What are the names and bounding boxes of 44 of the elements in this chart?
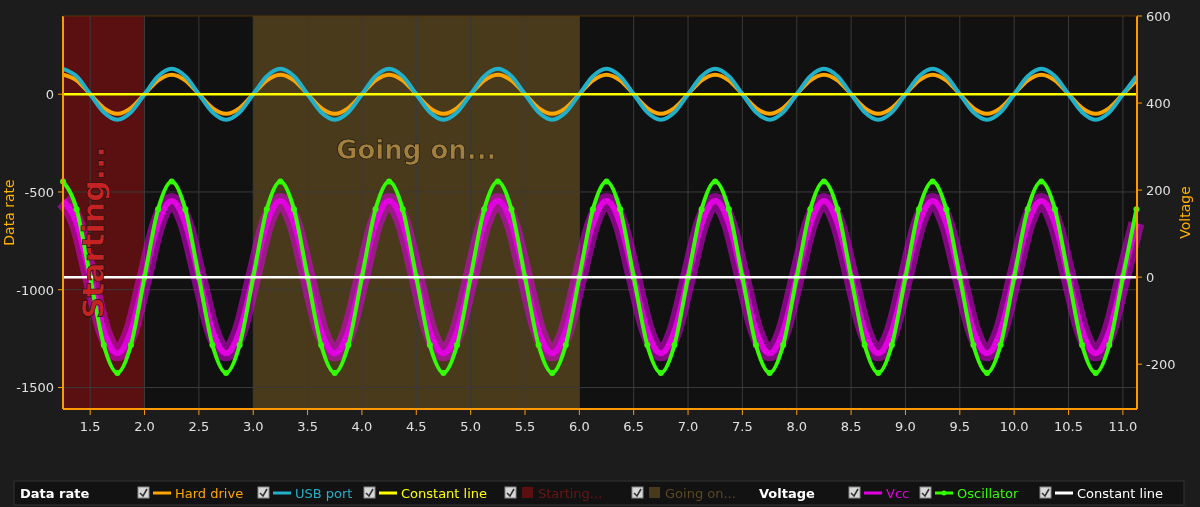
- y-tick-label: -500: [24, 184, 54, 200]
- legend-label: Vcc: [886, 486, 910, 501]
- x-tick-label: 5.0: [460, 419, 481, 434]
- x-tick-label: 3.5: [297, 419, 318, 434]
- y2-tick-label: -200: [1146, 357, 1176, 373]
- x-tick-label: 10.5: [1054, 419, 1083, 434]
- band-label: Starting...: [76, 146, 112, 319]
- y2-tick-label: 600: [1146, 9, 1171, 24]
- text: Going on...: [665, 486, 736, 501]
- x-tick-label: 10.0: [999, 419, 1029, 434]
- x-tick-label: 11.0: [1108, 419, 1138, 434]
- x-tick-label: 9.5: [949, 419, 971, 434]
- text: Voltage: [759, 486, 815, 501]
- y2-tick-label: 200: [1146, 183, 1171, 199]
- band-label: Going on...: [336, 135, 497, 166]
- x-tick-label: 4.0: [351, 419, 373, 434]
- y-tick-label: 0: [45, 87, 54, 103]
- x-tick-label: 4.5: [405, 419, 427, 434]
- x-tick-label: 2.0: [134, 419, 155, 434]
- y2-axis-title: Voltage: [1177, 186, 1193, 239]
- x-tick-label: 8.5: [840, 419, 862, 434]
- text: Data rate: [20, 486, 90, 501]
- text: Starting...: [538, 486, 603, 501]
- line-series: [61, 66, 1139, 122]
- x-tick-label: 2.5: [188, 419, 210, 434]
- legend-label: USB port: [295, 486, 353, 501]
- x-tick-label: 7.0: [677, 419, 699, 434]
- x-tick-label: 6.0: [569, 419, 590, 434]
- x-tick-label: 8.0: [786, 419, 808, 434]
- y-tick-label: -1500: [16, 380, 54, 396]
- legend-label: Constant line: [1077, 486, 1164, 501]
- x-tick-label: 7.5: [732, 419, 753, 434]
- legend-label: Constant line: [401, 486, 488, 501]
- y2-tick-label: 0: [1146, 270, 1155, 286]
- x-tick-label: 5.5: [514, 419, 536, 434]
- y-axis-title: Data rate: [1, 179, 17, 246]
- legend-label: Hard drive: [175, 486, 244, 501]
- legend-label: Oscillator: [957, 486, 1020, 501]
- x-tick-label: 3.0: [242, 419, 264, 434]
- x-tick-label: 6.5: [623, 419, 645, 434]
- y-tick-label: -1000: [16, 282, 54, 298]
- y2-tick-label: 400: [1146, 96, 1171, 112]
- x-tick-label: 1.5: [79, 419, 101, 434]
- x-tick-label: 9.0: [895, 419, 916, 434]
